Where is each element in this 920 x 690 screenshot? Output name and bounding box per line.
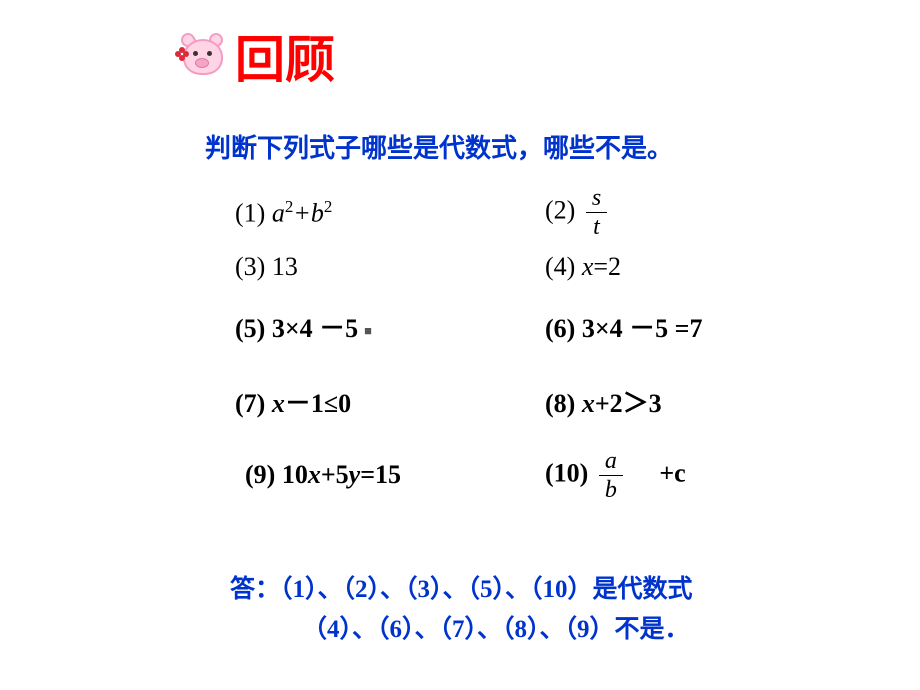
var-x: x (582, 389, 595, 418)
question-text: 判断下列式子哪些是代数式，哪些不是。 (205, 128, 673, 165)
label: (6) 3×4 －5 =7 (545, 314, 702, 343)
rest: +2＞3 (595, 389, 662, 418)
label: (10) (545, 458, 595, 487)
item-7: (7) x－1≤0 (235, 383, 545, 420)
pig-icon (175, 29, 230, 84)
denominator: t (593, 213, 600, 239)
var-b: b (311, 198, 324, 227)
item-10: (10) ab +c (545, 449, 865, 502)
label: (8) (545, 389, 582, 418)
var-y: y (349, 460, 361, 489)
var-x: x (308, 460, 321, 489)
item-9: (9) 10x+5y=15 (235, 460, 545, 490)
numerator: a (599, 449, 623, 476)
item-row-2: (3) 13 (4) x=2 (235, 252, 875, 282)
item-4: (4) x=2 (545, 252, 865, 282)
page-title: 回顾 (235, 20, 335, 92)
label: (3) (235, 252, 272, 281)
item-5: (5) 3×4 －5 ■ (235, 308, 545, 345)
rest: －1≤0 (285, 389, 351, 418)
item-8: (8) x+2＞3 (545, 383, 865, 420)
answer-block: 答：（1）、（2）、（3）、（5）、（10）是代数式 （4）、（6）、（7）、（… (230, 570, 693, 650)
item-3: (3) 13 (235, 252, 545, 282)
header: 回顾 (175, 20, 335, 92)
item-row-4: (7) x－1≤0 (8) x+2＞3 (235, 383, 875, 420)
eq15: =15 (360, 460, 401, 489)
answer-line-2: （4）、（6）、（7）、（8）、（9）不是． (230, 610, 693, 650)
val: 13 (272, 252, 298, 281)
label: (9) 10 (245, 460, 308, 489)
eq: =2 (593, 252, 621, 281)
answer-line-1: 答：（1）、（2）、（3）、（5）、（10）是代数式 (230, 570, 693, 610)
item-2: (2) st (545, 186, 865, 239)
item-row-1: (1) a2+b2 (2) st (235, 185, 875, 240)
label: (4) (545, 252, 582, 281)
plus-c: +c (627, 458, 686, 487)
item-6: (6) 3×4 －5 =7 (545, 308, 865, 345)
label: (1) (235, 198, 272, 227)
numerator: s (586, 186, 607, 213)
fraction-ab: ab (599, 449, 623, 502)
var-a: a (272, 198, 285, 227)
denominator: b (605, 476, 617, 502)
label: (2) (545, 195, 582, 224)
var-x: x (272, 389, 285, 418)
label: (5) 3×4 －5 (235, 314, 358, 343)
dot-icon: ■ (364, 323, 372, 338)
item-1: (1) a2+b2 (235, 197, 545, 229)
fraction-st: st (586, 186, 607, 239)
var-x: x (582, 252, 594, 281)
label: (7) (235, 389, 272, 418)
item-row-5: (9) 10x+5y=15 (10) ab +c (235, 450, 875, 500)
sup2: 2 (324, 197, 332, 216)
items-list: (1) a2+b2 (2) st (3) 13 (4) x=2 (5) 3×4 … (235, 185, 875, 528)
plus: + (293, 198, 311, 227)
sup1: 2 (285, 197, 293, 216)
plus5: +5 (321, 460, 349, 489)
item-row-3: (5) 3×4 －5 ■ (6) 3×4 －5 =7 (235, 308, 875, 345)
